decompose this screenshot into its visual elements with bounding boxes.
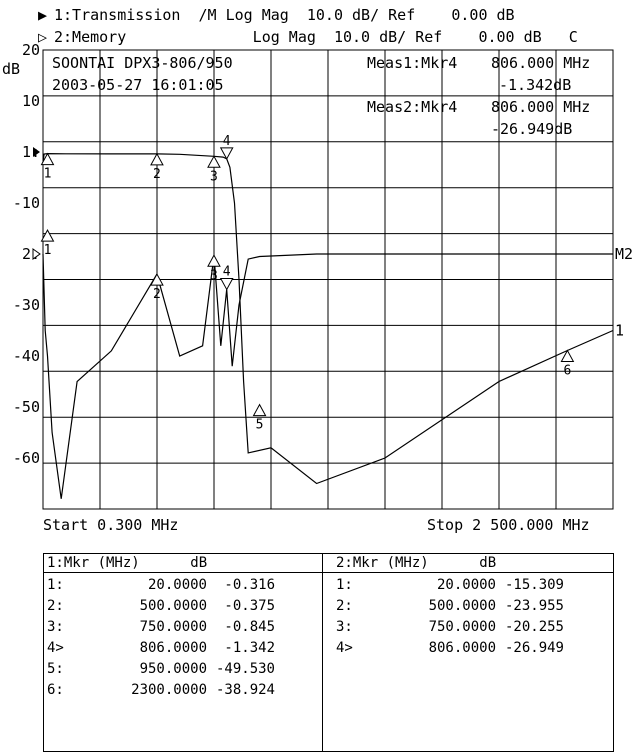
ch1-table-header: 1:Mkr (MHz) dB <box>47 555 208 571</box>
meas1-value: -1.342dB <box>499 76 572 94</box>
plot-grid <box>42 49 614 510</box>
stop-frequency: Stop 2 500.000 MHz <box>427 516 590 534</box>
ch1-row: 3: 750.0000 -0.845 <box>47 618 317 636</box>
marker-ch2-number: 2 <box>153 287 161 302</box>
ch1-row: 2: 500.0000 -0.375 <box>47 597 317 615</box>
ch2-marker-number: 1: <box>336 577 353 593</box>
y-tick-label: 20 <box>22 41 40 59</box>
marker-ch2 <box>40 229 55 242</box>
marker-ch1 <box>252 403 267 417</box>
y-tick-label: 1: <box>22 143 40 161</box>
ch1-marker-frequency: 750.0000 <box>139 619 207 635</box>
y-tick-label: 2: <box>22 245 40 263</box>
y-tick-labels: 20 10 1: -10 2: -30 -40 -50 -60 <box>13 41 40 467</box>
ch1-marker-frequency: 950.0000 <box>139 661 207 677</box>
ch1-marker-number: 4> <box>47 640 64 656</box>
channel1-label: 1:Transmission /M Log Mag 10.0 dB/ Ref 0… <box>54 6 515 24</box>
y-tick-label: 10 <box>22 92 40 110</box>
timestamp: 2003-05-27 16:01:05 <box>52 76 224 94</box>
trace-tags: M2 1 <box>32 147 633 340</box>
ch2-row: 4> 806.0000 -26.949 <box>336 639 606 657</box>
marker-ch2 <box>207 254 221 267</box>
ch2-marker-frequency: 806.0000 <box>428 640 496 656</box>
ch1-marker-number: 1: <box>47 577 64 593</box>
meas1-frequency: 806.000 MHz <box>491 54 591 72</box>
ch2-row: 2: 500.0000 -23.955 <box>336 597 606 615</box>
trace-1 <box>42 152 614 485</box>
ch1-row: 4> 806.0000 -1.342 <box>47 639 317 657</box>
marker-ch1-number: 3 <box>210 169 218 184</box>
y-tick-label: -60 <box>13 449 40 467</box>
ch1-marker-frequency: 806.0000 <box>139 640 207 656</box>
table-divider <box>322 554 323 751</box>
marker-ch2-number: 1 <box>44 243 52 258</box>
marker-ch1-number: 1 <box>44 167 52 182</box>
ch2-marker-number: 2: <box>336 598 353 614</box>
table-header-rule <box>44 572 613 573</box>
meas2-value: -26.949dB <box>491 120 573 138</box>
marker-ch2-number: 3 <box>210 268 218 283</box>
ch1-row: 5: 950.0000 -49.530 <box>47 660 317 678</box>
marker-ch1 <box>150 152 164 166</box>
marker-ch1 <box>560 349 575 363</box>
marker-table: 1:Mkr (MHz) dB 2:Mkr (MHz) dB 1: 20.0000-… <box>43 553 614 752</box>
ref1-pointer <box>33 147 40 157</box>
meas2-frequency: 806.000 MHz <box>491 98 591 116</box>
marker-ch2 <box>219 277 234 291</box>
channel2-indicator: ▷ <box>38 28 48 46</box>
ch1-marker-value: -0.316 <box>224 577 275 593</box>
y-tick-label: -10 <box>13 194 40 212</box>
meas2-label: Meas2:Mkr4 <box>367 98 458 116</box>
marker-ch2 <box>150 273 164 286</box>
channel2-label: 2:Memory Log Mag 10.0 dB/ Ref 0.00 dB C <box>54 28 578 46</box>
y-tick-label: -50 <box>13 398 40 416</box>
ch1-marker-frequency: 20.0000 <box>147 577 207 593</box>
y-tick-label: -30 <box>13 296 40 314</box>
ch1-marker-value: -0.375 <box>224 598 275 614</box>
trace-tag-1: 1 <box>615 322 624 340</box>
ch2-marker-frequency: 20.0000 <box>436 577 496 593</box>
ch1-row: 1: 20.0000 -0.316 <box>47 576 317 594</box>
ch2-marker-frequency: 500.0000 <box>428 598 496 614</box>
ch1-marker-value: -49.530 <box>215 661 275 677</box>
meas1-label: Meas1:Mkr4 <box>367 54 458 72</box>
ch1-marker-number: 5: <box>47 661 64 677</box>
marker-ch2-number: 4 <box>223 264 231 279</box>
start-frequency: Start 0.300 MHz <box>43 516 179 534</box>
ch1-marker-value: -38.924 <box>215 682 275 698</box>
marker-ch1-number: 2 <box>153 167 161 182</box>
marker-ch1-number: 6 <box>563 364 571 379</box>
ref2-pointer <box>32 248 41 260</box>
ch1-marker-number: 3: <box>47 619 64 635</box>
ch1-marker-value: -1.342 <box>224 640 275 656</box>
ch2-marker-value: -20.255 <box>504 619 564 635</box>
ch2-row: 3: 750.0000 -20.255 <box>336 618 606 636</box>
trace-tag-m2: M2 <box>615 245 633 263</box>
y-unit-label: dB <box>2 60 21 78</box>
device-name: SOONTAI DPX3-806/950 <box>52 54 233 72</box>
marker-ch1 <box>219 147 234 160</box>
ch2-table-header: 2:Mkr (MHz) dB <box>336 555 497 571</box>
ch1-marker-frequency: 2300.0000 <box>131 682 207 698</box>
marker-ch1 <box>207 155 221 168</box>
ch2-marker-value: -26.949 <box>504 640 564 656</box>
ch2-row: 1: 20.0000 -15.309 <box>336 576 606 594</box>
channel1-indicator: ▶ <box>38 6 48 24</box>
ch2-marker-value: -15.309 <box>504 577 564 593</box>
ch2-marker-frequency: 750.0000 <box>428 619 496 635</box>
y-tick-label: -40 <box>13 347 40 365</box>
ch2-marker-number: 4> <box>336 640 353 656</box>
marker-ch1-number: 5 <box>256 418 264 433</box>
marker-ch1 <box>40 152 55 166</box>
ch1-marker-frequency: 500.0000 <box>139 598 207 614</box>
ch2-marker-number: 3: <box>336 619 353 635</box>
ch1-row: 6: 2300.0000 -38.924 <box>47 681 317 699</box>
ch1-marker-number: 6: <box>47 682 64 698</box>
ch2-marker-value: -23.955 <box>504 598 564 614</box>
ch1-marker-number: 2: <box>47 598 64 614</box>
marker-ch1-number: 4 <box>223 134 231 149</box>
ch1-marker-value: -0.845 <box>224 619 275 635</box>
